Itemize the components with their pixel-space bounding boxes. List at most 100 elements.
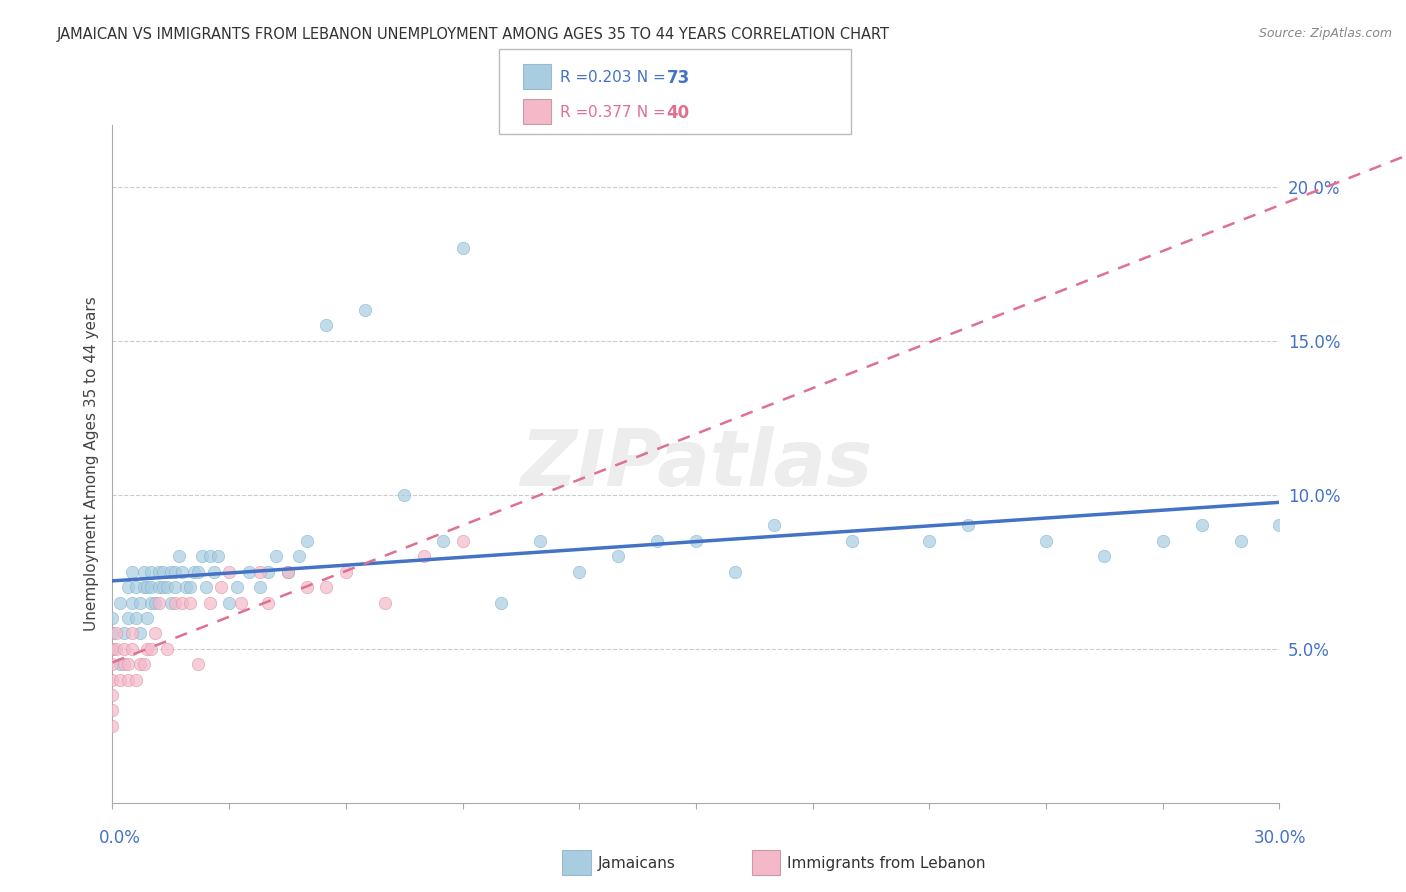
Text: 30.0%: 30.0% — [1253, 830, 1306, 847]
Point — [957, 518, 980, 533]
Point — [136, 611, 159, 625]
Point — [257, 595, 280, 609]
Point — [1092, 549, 1115, 564]
Point — [354, 302, 377, 317]
Point — [105, 626, 128, 640]
Point — [163, 595, 186, 609]
Text: ZIPatlas: ZIPatlas — [520, 425, 872, 502]
Point — [179, 595, 201, 609]
Point — [392, 488, 416, 502]
Point — [152, 565, 174, 579]
Point — [101, 719, 124, 733]
Point — [568, 565, 591, 579]
Point — [148, 580, 170, 594]
Point — [194, 580, 217, 594]
Point — [117, 611, 139, 625]
Point — [276, 565, 298, 579]
Text: Source: ZipAtlas.com: Source: ZipAtlas.com — [1258, 27, 1392, 40]
Point — [152, 580, 174, 594]
Text: N =: N = — [627, 70, 671, 86]
Point — [209, 580, 232, 594]
Point — [132, 565, 155, 579]
Text: R =: R = — [560, 105, 593, 120]
Point — [101, 641, 124, 656]
Point — [257, 565, 280, 579]
Point — [218, 565, 240, 579]
Point — [101, 611, 124, 625]
Point — [607, 549, 630, 564]
Point — [141, 580, 163, 594]
Point — [117, 657, 139, 672]
Text: 0.377: 0.377 — [588, 105, 631, 120]
Point — [202, 565, 225, 579]
Point — [148, 595, 170, 609]
Point — [143, 626, 166, 640]
Point — [112, 657, 135, 672]
Point — [238, 565, 260, 579]
Point — [121, 626, 143, 640]
Point — [136, 580, 159, 594]
Point — [724, 565, 747, 579]
Text: 40: 40 — [666, 103, 689, 121]
Point — [167, 549, 190, 564]
Point — [156, 641, 179, 656]
Point — [412, 549, 434, 564]
Point — [110, 657, 132, 672]
Point — [295, 580, 318, 594]
Point — [207, 549, 229, 564]
Point — [1229, 533, 1251, 548]
Point — [451, 533, 474, 548]
Point — [187, 657, 209, 672]
Point — [374, 595, 396, 609]
Text: N =: N = — [627, 105, 671, 120]
Y-axis label: Unemployment Among Ages 35 to 44 years: Unemployment Among Ages 35 to 44 years — [83, 296, 98, 632]
Point — [121, 565, 143, 579]
Point — [172, 595, 194, 609]
Point — [841, 533, 863, 548]
Text: 73: 73 — [666, 69, 690, 87]
Point — [112, 641, 135, 656]
Point — [491, 595, 513, 609]
Point — [156, 580, 179, 594]
Point — [198, 595, 221, 609]
Point — [276, 565, 298, 579]
Point — [762, 518, 785, 533]
Point — [1152, 533, 1174, 548]
Point — [315, 318, 337, 333]
Point — [132, 657, 155, 672]
Point — [187, 565, 209, 579]
Point — [148, 565, 170, 579]
Point — [918, 533, 941, 548]
Text: 0.0%: 0.0% — [98, 830, 141, 847]
Point — [685, 533, 707, 548]
Point — [136, 641, 159, 656]
Point — [110, 595, 132, 609]
Point — [117, 580, 139, 594]
Point — [229, 595, 252, 609]
Point — [1268, 518, 1291, 533]
Point — [249, 580, 271, 594]
Point — [163, 580, 186, 594]
Point — [172, 565, 194, 579]
Point — [179, 580, 201, 594]
Point — [101, 703, 124, 717]
Point — [101, 673, 124, 687]
Point — [295, 533, 318, 548]
Point — [645, 533, 668, 548]
Point — [101, 688, 124, 702]
Point — [335, 565, 357, 579]
Point — [315, 580, 337, 594]
Point — [112, 626, 135, 640]
Point — [121, 595, 143, 609]
Point — [176, 580, 198, 594]
Point — [218, 595, 240, 609]
Point — [249, 565, 271, 579]
Point — [117, 673, 139, 687]
Point — [105, 641, 128, 656]
Text: JAMAICAN VS IMMIGRANTS FROM LEBANON UNEMPLOYMENT AMONG AGES 35 TO 44 YEARS CORRE: JAMAICAN VS IMMIGRANTS FROM LEBANON UNEM… — [56, 27, 889, 42]
Point — [160, 595, 183, 609]
Point — [141, 641, 163, 656]
Point — [128, 657, 150, 672]
Point — [110, 673, 132, 687]
Point — [191, 549, 214, 564]
